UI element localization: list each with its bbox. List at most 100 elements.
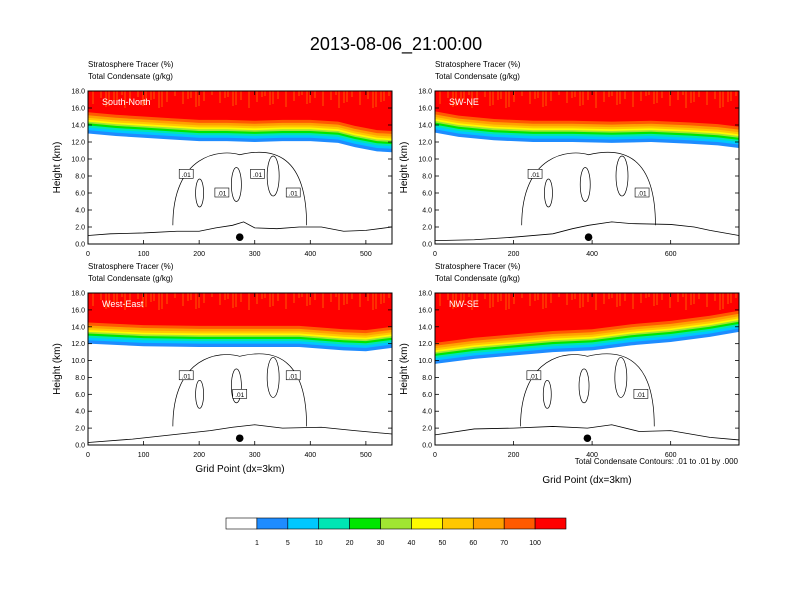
panel-south-north: .01 .01 .01 .01 South-North Stratosphere Trac… <box>52 60 393 258</box>
location-marker <box>584 233 593 241</box>
x-tick-label: 500 <box>360 251 372 258</box>
y-tick-label: 0.0 <box>75 443 85 450</box>
colorbar-swatch <box>442 517 474 530</box>
panel-label: South-North <box>102 97 151 107</box>
terrain-line <box>435 221 739 241</box>
y-tick-label: 14.0 <box>71 324 85 331</box>
contour-label-box <box>214 187 230 198</box>
x-tick-label: 0 <box>86 452 90 459</box>
y-tick-label: 10.0 <box>418 358 432 365</box>
y-tick-label: 0.0 <box>422 443 432 450</box>
contour-label-box <box>178 370 194 381</box>
contour-label: .01 <box>178 370 194 381</box>
y-tick-label: 0.0 <box>422 242 432 249</box>
panel-group: .01 .01 .01 .01 South-North Stratosphere Trac… <box>52 60 740 486</box>
subtitle-condensate: Total Condensate (g/kg) <box>88 72 173 81</box>
contour-label: .01 <box>214 187 230 198</box>
plot-area: .01 .01 <box>435 91 739 244</box>
x-tick-label: 600 <box>665 452 677 459</box>
contour-label-text: .01 <box>531 172 540 179</box>
x-tick-label: 400 <box>304 251 316 258</box>
panel-nw-se: .01 .01 NW-SE Stratosphere Tracer (%) Total … <box>399 262 740 486</box>
y-axis-label: Height (km) <box>399 142 410 194</box>
x-tick-label: 300 <box>249 251 261 258</box>
y-tick-label: 12.0 <box>71 140 85 147</box>
x-axis-label: Grid Point (dx=3km) <box>542 475 631 486</box>
condensate-contour <box>615 155 629 197</box>
plot-area: .01 .01 .01 <box>88 293 392 445</box>
colorbar-swatch <box>380 517 412 530</box>
y-tick-label: 8.0 <box>75 375 85 382</box>
colorbar-swatch <box>256 517 289 530</box>
contour-label-text: .01 <box>638 191 647 198</box>
x-tick-label: 0 <box>433 452 437 459</box>
y-tick-label: 18.0 <box>418 89 432 96</box>
colorbar-swatch <box>534 517 567 530</box>
y-axis-label: Height (km) <box>399 343 410 395</box>
contour-label-box <box>250 169 265 179</box>
y-axis-label: Height (km) <box>52 142 63 194</box>
y-tick-label: 6.0 <box>422 191 432 198</box>
x-tick-label: 0 <box>86 251 90 258</box>
condensate-contour <box>614 357 628 398</box>
y-tick-label: 12.0 <box>71 341 85 348</box>
colorbar-swatch <box>318 517 350 530</box>
condensate-contour <box>195 178 204 208</box>
contour-label: .01 <box>178 169 194 179</box>
condensate-contour <box>544 178 553 208</box>
contour-label-text: .01 <box>217 191 226 198</box>
y-tick-label: 4.0 <box>422 409 432 416</box>
x-tick-label: 0 <box>433 251 437 258</box>
y-tick-label: 2.0 <box>75 225 85 232</box>
colorbar-swatch <box>349 517 381 530</box>
condensate-contour <box>231 368 242 404</box>
location-marker <box>235 233 244 241</box>
y-axis-label: Height (km) <box>52 343 63 395</box>
y-tick-label: 14.0 <box>71 123 85 130</box>
colorbar: 1 5 10 20 30 40 50 60 70 100 <box>225 517 567 547</box>
colorbar-label: 1 <box>255 540 259 547</box>
y-tick-label: 8.0 <box>75 174 85 181</box>
subtitle-tracer: Stratosphere Tracer (%) <box>435 262 521 271</box>
colorbar-label: 100 <box>529 540 541 547</box>
subtitle-tracer: Stratosphere Tracer (%) <box>88 60 174 69</box>
y-tick-label: 4.0 <box>75 409 85 416</box>
location-marker <box>583 434 592 443</box>
subtitle-condensate: Total Condensate (g/kg) <box>435 274 520 283</box>
terrain-line <box>88 424 392 443</box>
x-tick-label: 400 <box>586 251 598 258</box>
plot-area: .01 .01 .01 .01 <box>88 91 392 244</box>
y-tick-label: 10.0 <box>71 157 85 164</box>
contour-label: .01 <box>527 169 543 179</box>
y-tick-label: 16.0 <box>418 106 432 113</box>
contour-label: .01 <box>526 370 542 380</box>
contour-label-text: .01 <box>636 392 645 399</box>
subtitle-tracer: Stratosphere Tracer (%) <box>435 60 521 69</box>
x-tick-label: 200 <box>508 452 520 459</box>
panel-label: SW-NE <box>449 97 479 107</box>
contour-label-box <box>232 389 248 399</box>
colorbar-swatch <box>225 517 258 530</box>
contour-label: .01 <box>633 389 649 399</box>
panel-label: NW-SE <box>449 299 479 309</box>
tracer-band <box>435 293 739 343</box>
x-tick-label: 600 <box>665 251 677 258</box>
condensate-contour <box>579 167 591 202</box>
colorbar-label: 50 <box>438 540 446 547</box>
x-tick-label: 100 <box>138 452 150 459</box>
contour-label-box <box>285 187 301 198</box>
colorbar-label: 20 <box>346 540 354 547</box>
y-tick-label: 18.0 <box>71 291 85 298</box>
subtitle-tracer: Stratosphere Tracer (%) <box>88 262 174 271</box>
colorbar-label: 30 <box>377 540 385 547</box>
colorbar-label: 10 <box>315 540 323 547</box>
x-tick-label: 200 <box>508 251 520 258</box>
y-tick-label: 16.0 <box>418 307 432 314</box>
terrain-line <box>88 221 392 236</box>
colorbar-swatch <box>472 517 505 530</box>
x-tick-label: 200 <box>193 251 205 258</box>
y-tick-label: 2.0 <box>422 426 432 433</box>
y-tick-label: 16.0 <box>71 106 85 113</box>
y-tick-label: 18.0 <box>71 89 85 96</box>
condensate-contour <box>542 379 552 409</box>
